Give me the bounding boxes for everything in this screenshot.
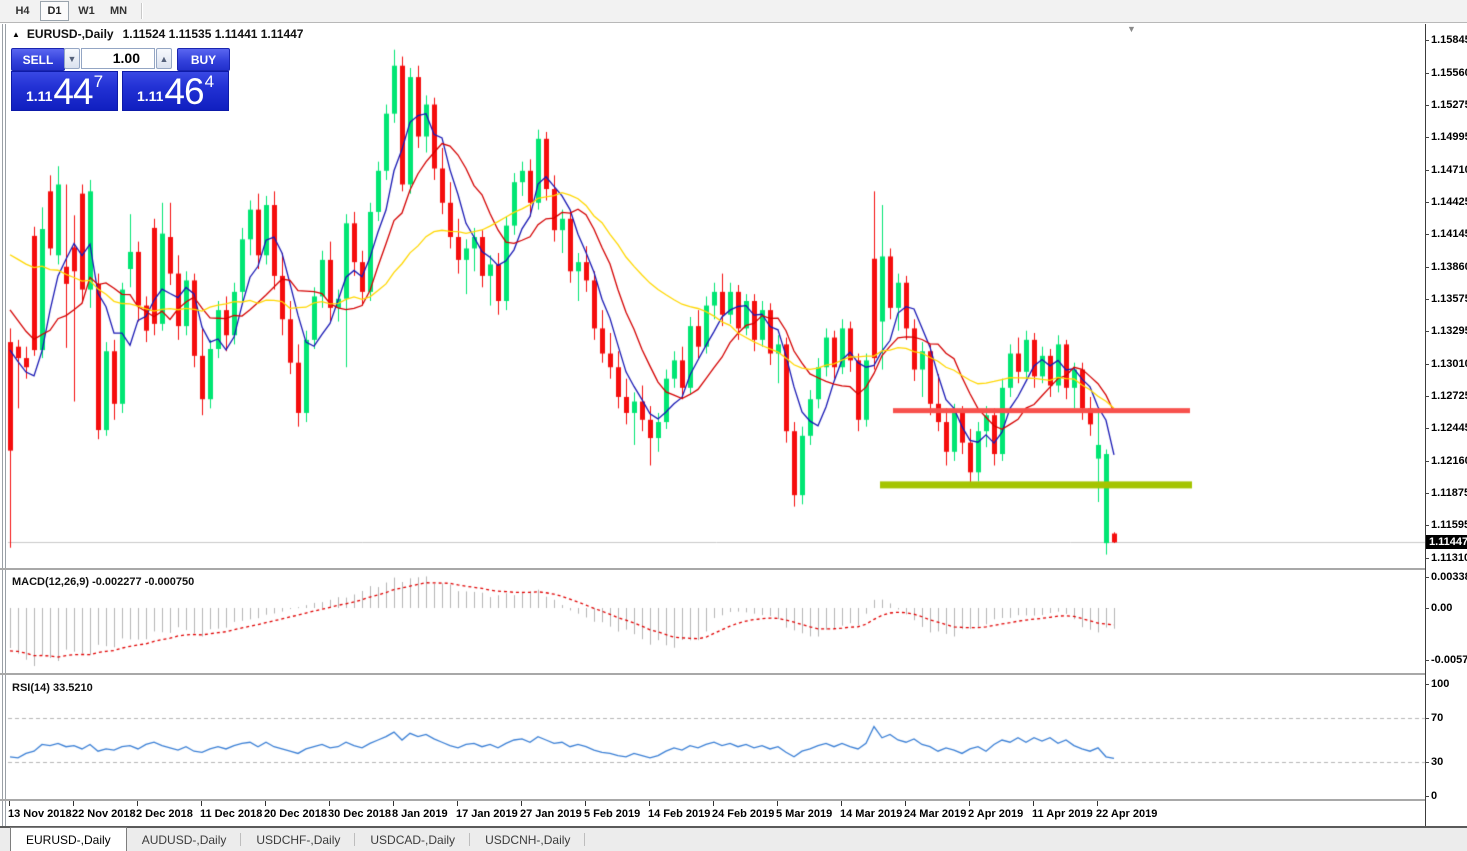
date-axis-label: 22 Nov 2018 [72,801,136,820]
buy-button[interactable]: BUY [177,48,230,71]
date-axis-label: 22 Apr 2019 [1096,801,1158,820]
window-left-border [2,24,3,827]
one-click-trading-panel: SELL ▼ 1.00 ▲ BUY 1.11 44 7 1.11 46 4 [11,46,230,112]
timeframe-button-w1[interactable]: W1 [78,5,95,17]
chart-tab-usdcnh[interactable]: USDCNH-,Daily [470,828,586,851]
price-axis-label: 1.13010 [1425,358,1467,370]
toolbar-separator [141,3,143,19]
current-price-tag: 1.11447 [1426,535,1467,550]
chart-symbol-period: EURUSD-,Daily [26,27,114,41]
buy-price-pip: 4 [204,72,215,91]
buy-price-prefix: 1.11 [136,88,164,104]
rsi-axis-label: 30 [1424,756,1444,769]
tab-separator [469,833,471,846]
buy-price-tile[interactable]: 1.11 46 4 [122,71,229,111]
timeframe-button-mn[interactable]: MN [109,5,128,17]
date-axis-label: 11 Dec 2018 [200,801,263,820]
rsi-indicator-label: RSI(14) 33.5210 [12,682,93,694]
chart-tab-usdcad[interactable]: USDCAD-,Daily [355,828,471,851]
chart-tab-eurusd[interactable]: EURUSD-,Daily [10,827,127,851]
date-axis-splitter [0,799,1425,801]
price-axis-label: 1.12445 [1425,423,1467,434]
rsi-pane-splitter[interactable] [0,673,1425,675]
date-axis-label: 13 Nov 2018 [8,801,72,820]
sell-price-prefix: 1.11 [25,88,53,104]
sell-price-tile[interactable]: 1.11 44 7 [11,71,118,111]
price-axis-label: 1.15845 [1425,35,1467,46]
tabbar-top-border [0,826,1467,828]
macd-axis-label: 0.003386 [1425,572,1467,583]
price-axis-label: 1.11595 [1424,520,1467,531]
timeframe-button-h4[interactable]: H4 [15,5,30,17]
date-axis-label: 17 Jan 2019 [456,801,518,820]
rsi-axis-label: 70 [1424,711,1444,724]
price-axis-label: 1.14995 [1425,132,1467,143]
chart-tab-bar: EURUSD-,Daily AUDUSD-,Daily USDCHF-,Daily U… [0,827,1467,851]
price-axis-label: 1.15560 [1425,67,1467,79]
date-axis-label: 14 Mar 2019 [840,801,903,820]
price-axis-label: 1.14425 [1425,197,1467,208]
date-axis-label: 24 Mar 2019 [904,801,967,820]
timeframe-toolbar: H4 D1 W1 MN [0,0,1467,23]
chart-left-splitter[interactable] [5,24,6,827]
price-axis-label: 1.11875 [1424,488,1467,499]
macd-pane-splitter[interactable] [0,568,1425,570]
rsi-axis-label: 100 [1424,678,1450,690]
date-axis-label: 5 Mar 2019 [776,801,833,820]
date-axis-label: 2 Apr 2019 [968,801,1024,820]
sell-button[interactable]: SELL [11,48,65,71]
macd-indicator-label: MACD(12,26,9) -0.002277 -0.000750 [12,576,195,588]
date-axis-label: 14 Feb 2019 [648,801,711,820]
date-axis-label: 30 Dec 2018 [328,801,391,820]
tab-separator [240,833,242,846]
price-axis-label: 1.14710 [1425,164,1467,176]
sell-price-main: 44 [53,71,93,112]
price-axis-border [1425,24,1426,827]
price-axis-label: 1.15275 [1425,100,1467,111]
price-axis-label: 1.12160 [1425,455,1467,467]
macd-axis-label: -0.005737 [1425,655,1467,666]
date-axis-label: 2 Dec 2018 [136,801,193,820]
price-axis-label: 1.14145 [1425,229,1467,240]
date-axis-label: 11 Apr 2019 [1032,801,1093,820]
timeframe-button-d1[interactable]: D1 [40,1,69,21]
rsi-axis-label: 0 [1424,790,1438,802]
price-axis-label: 1.13295 [1425,326,1467,337]
chart-ohlc-values: 1.11524 1.11535 1.11441 1.11447 [122,27,304,41]
scroll-to-end-icon[interactable]: ▼ [1127,24,1136,34]
price-axis-label: 1.11310 [1424,553,1467,564]
macd-axis-label: 0.00 [1424,602,1453,614]
collapse-panel-icon[interactable]: ▲ [12,29,20,39]
price-axis-label: 1.13575 [1425,294,1467,305]
chart-tab-audusd[interactable]: AUDUSD-,Daily [127,828,242,851]
tab-separator [354,833,356,846]
chart-title: ▲ EURUSD-,Daily 1.11524 1.11535 1.11441 … [12,27,303,41]
date-axis-label: 5 Feb 2019 [584,801,641,820]
date-axis-label: 27 Jan 2019 [520,801,582,820]
sell-price-pip: 7 [93,72,104,91]
date-axis-label: 24 Feb 2019 [712,801,775,820]
buy-price-main: 46 [164,71,204,112]
lot-size-input[interactable]: 1.00 [81,48,155,69]
lot-decrease-icon[interactable]: ▼ [64,48,80,69]
tab-separator [584,833,586,846]
lot-increase-icon[interactable]: ▲ [156,48,172,69]
date-axis-label: 8 Jan 2019 [392,801,448,820]
chart-tab-usdchf[interactable]: USDCHF-,Daily [241,828,356,851]
price-axis-label: 1.12725 [1425,391,1467,402]
price-axis-label: 1.13860 [1425,261,1467,273]
date-axis-label: 20 Dec 2018 [264,801,327,820]
